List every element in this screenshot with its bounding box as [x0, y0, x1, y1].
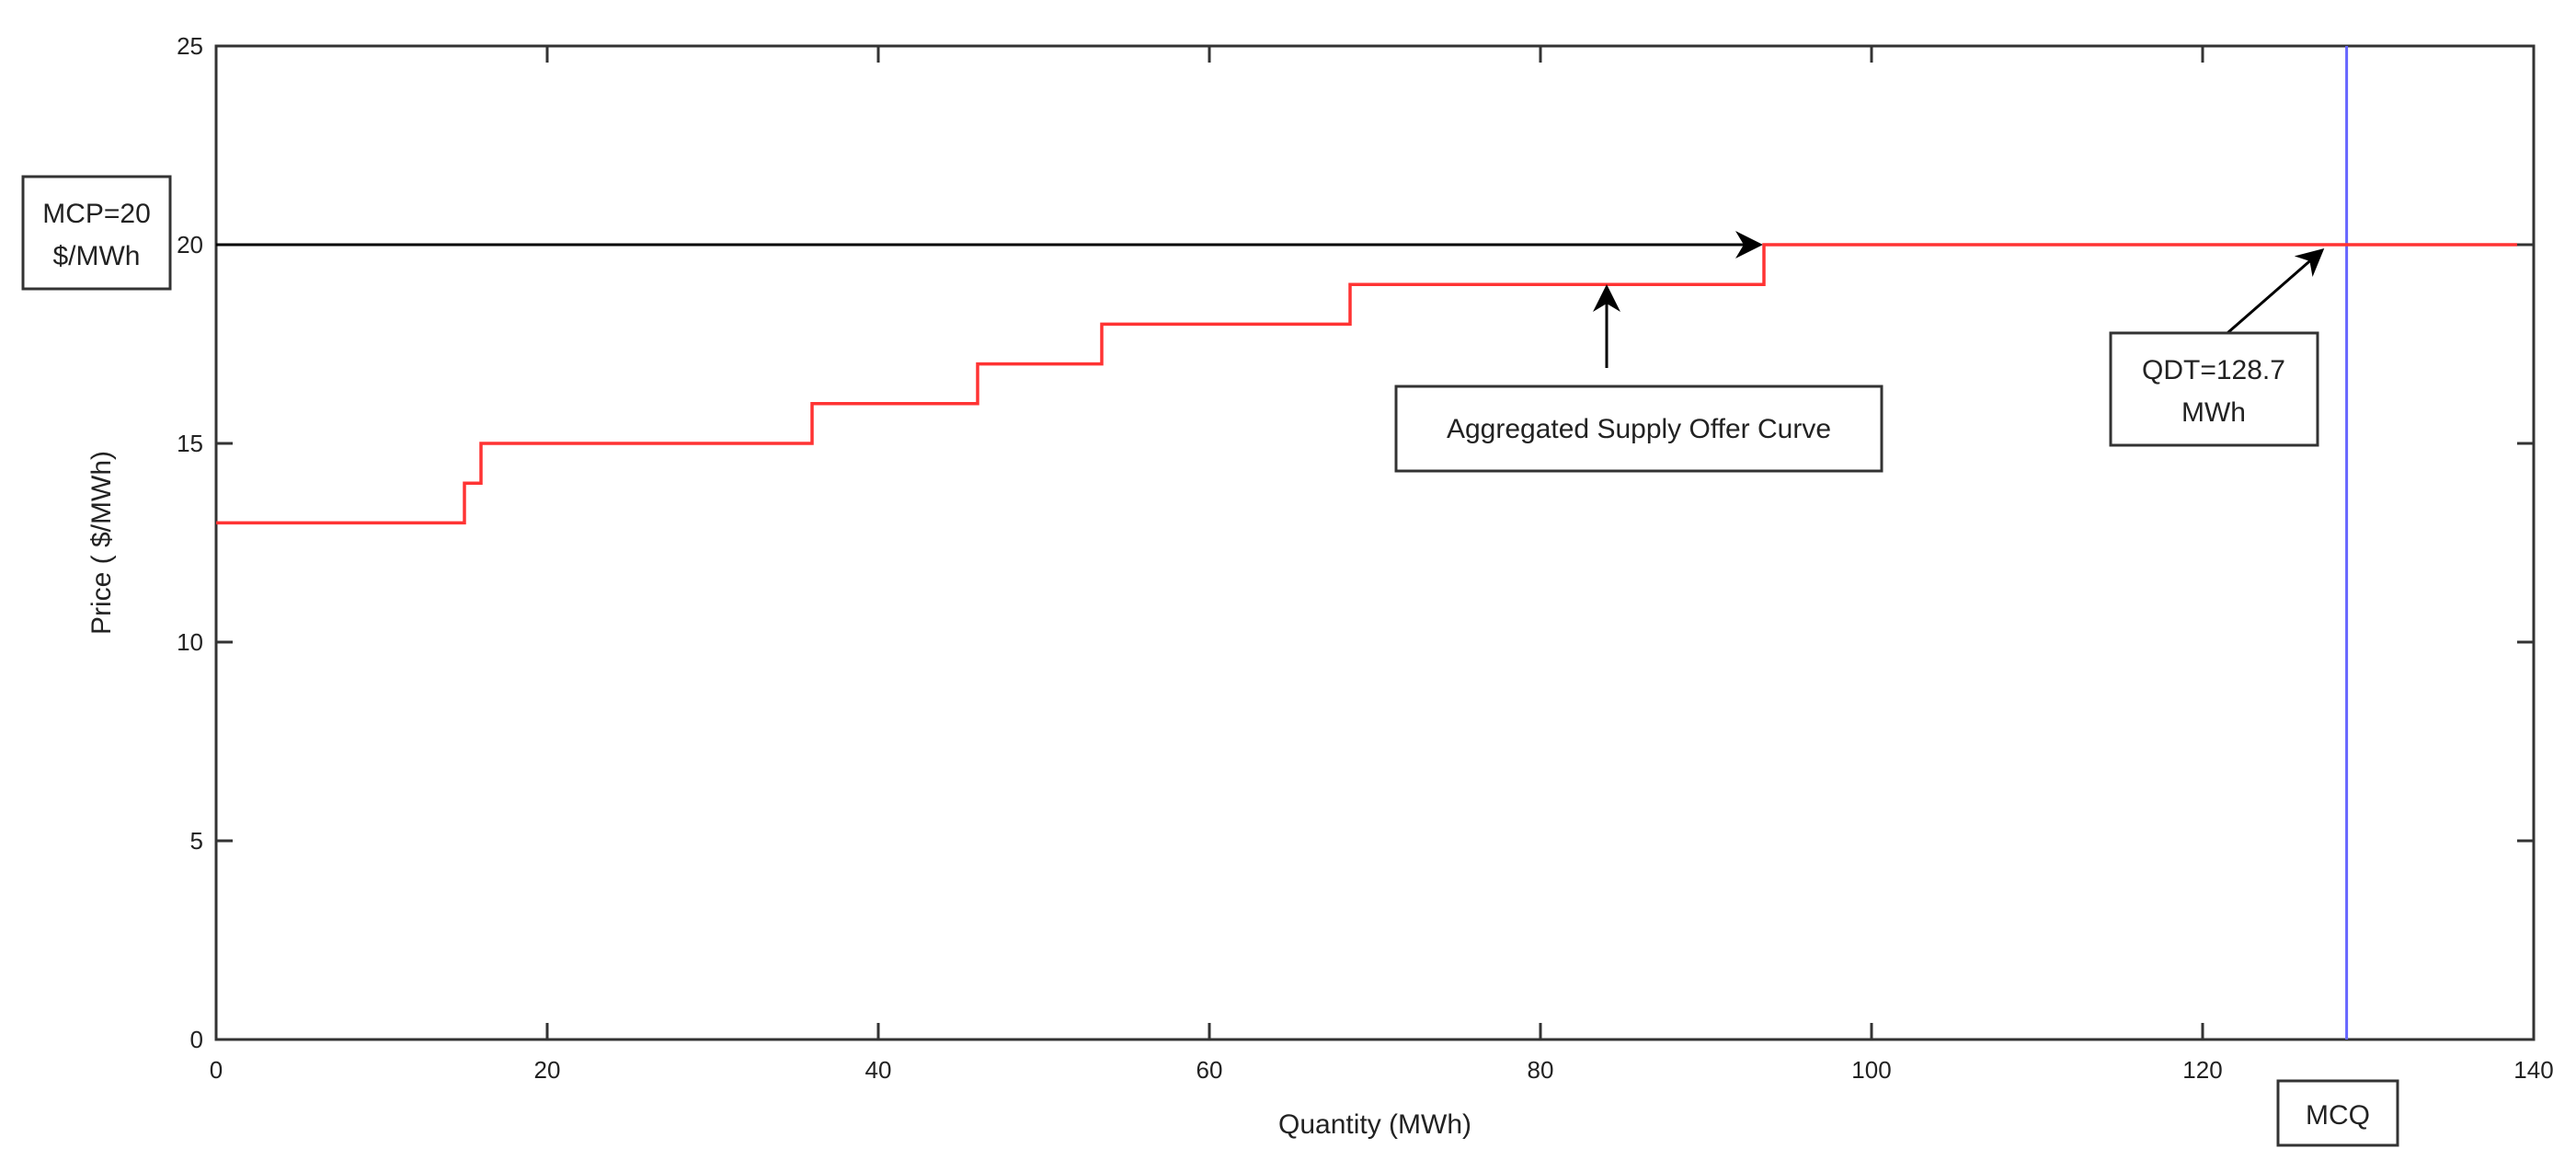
y-tick-label: 10 [177, 628, 203, 656]
annotation-supply-box [1394, 385, 1883, 473]
annotation-mcp-line-2: $/MWh [52, 241, 140, 271]
annotation-supply: Aggregated Supply Offer Curve [1394, 284, 1883, 473]
annotation-mcq: MCQ [2276, 1079, 2399, 1147]
y-axis-label: Price ( $/MWh) [86, 451, 117, 635]
y-tick-label: 25 [177, 32, 203, 60]
supply-offer-curve [216, 243, 2517, 525]
annotation-mcq-box [2276, 1079, 2399, 1147]
x-tick-label: 0 [210, 1056, 223, 1084]
annotation-qdt-arrow [2227, 248, 2325, 335]
annotation-supply-line-1: Aggregated Supply Offer Curve [1447, 414, 1831, 444]
y-tick-label: 20 [177, 231, 203, 258]
annotation-qdt-line-2: MWh [2181, 397, 2246, 428]
annotation-mcp-box [21, 175, 172, 291]
x-tick-label: 120 [2182, 1056, 2222, 1084]
y-tick-label: 5 [190, 827, 203, 855]
x-tick-label: 140 [2513, 1056, 2553, 1084]
x-tick-label: 40 [865, 1056, 892, 1084]
annotation-mcp-line-1: MCP=20 [42, 199, 151, 229]
reference-lines [216, 46, 2349, 1039]
y-tick-label: 0 [190, 1026, 203, 1053]
annotation-mcq-line-1: MCQ [2306, 1100, 2370, 1131]
x-tick-label: 100 [1851, 1056, 1891, 1084]
y-tick-label: 15 [177, 430, 203, 457]
x-tick-label: 80 [1528, 1056, 1554, 1084]
x-tick-label: 60 [1196, 1056, 1223, 1084]
plot-area [214, 44, 2536, 1041]
annotation-qdt-box [2109, 331, 2319, 447]
annotation-mcp: MCP=20 $/MWh [21, 175, 172, 291]
series-group [216, 243, 2517, 525]
x-tick-label: 20 [534, 1056, 561, 1084]
x-axis-ticks: 0 20 40 60 80 100 120 140 [210, 46, 2554, 1084]
x-axis-label: Quantity (MWh) [1278, 1109, 1471, 1140]
annotation-qdt: QDT=128.7 MWh [2109, 248, 2325, 447]
annotation-qdt-line-1: QDT=128.7 [2142, 355, 2285, 385]
y-axis-ticks: 0 5 10 15 20 25 [177, 32, 2534, 1053]
